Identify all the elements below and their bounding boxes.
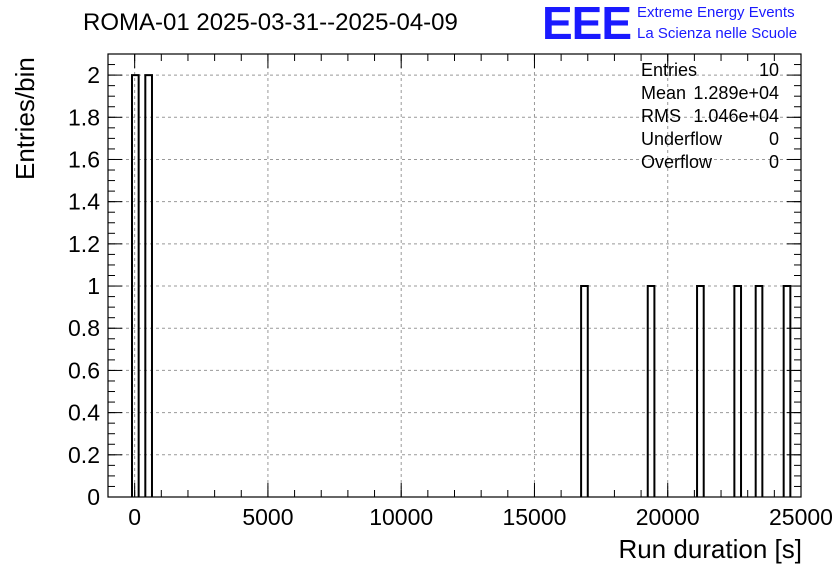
y-tick-label: 0.4 (68, 400, 100, 426)
y-axis-label: Entries/bin (10, 57, 41, 180)
y-tick-label: 1 (87, 273, 100, 299)
x-tick-label: 10000 (369, 504, 433, 530)
y-tick-label: 1.6 (68, 146, 100, 172)
stats-key: RMS (641, 105, 681, 128)
stats-key: Entries (641, 59, 697, 82)
stats-key: Mean (641, 82, 686, 105)
histogram-bin (734, 286, 741, 497)
x-tick-label: 25000 (769, 504, 833, 530)
logo-line-2: La Scienza nelle Scuole (637, 25, 797, 42)
stats-box: Entries 10 Mean 1.289e+04 RMS 1.046e+04 … (641, 59, 779, 174)
y-tick-label: 2 (87, 62, 100, 88)
stats-row-rms: RMS 1.046e+04 (641, 105, 779, 128)
histogram-bin (784, 286, 791, 497)
stats-row-overflow: Overflow 0 (641, 151, 779, 174)
histogram-bin (756, 286, 763, 497)
stats-value: 0 (769, 128, 779, 151)
histogram-bin (132, 75, 139, 497)
eee-logo-mark: EEE (542, 0, 631, 46)
logo-line-1: Extreme Energy Events (637, 4, 795, 21)
stats-key: Underflow (641, 128, 722, 151)
histogram-bin (648, 286, 655, 497)
y-tick-label: 0.6 (68, 357, 100, 383)
y-tick-label: 0.8 (68, 315, 100, 341)
x-tick-label: 0 (128, 504, 141, 530)
stats-row-mean: Mean 1.289e+04 (641, 82, 779, 105)
chart-title: ROMA-01 2025-03-31--2025-04-09 (83, 9, 458, 37)
stats-value: 1.289e+04 (693, 82, 779, 105)
histogram-bin (145, 75, 152, 497)
x-tick-label: 15000 (502, 504, 566, 530)
y-tick-label: 0.2 (68, 442, 100, 468)
histogram-bin (697, 286, 704, 497)
stats-value: 0 (769, 151, 779, 174)
x-axis-label: Run duration [s] (618, 534, 802, 565)
y-tick-label: 1.4 (68, 189, 100, 215)
stats-row-entries: Entries 10 (641, 59, 779, 82)
stats-key: Overflow (641, 151, 712, 174)
x-tick-label: 20000 (636, 504, 700, 530)
y-tick-label: 0 (87, 484, 100, 510)
y-tick-label: 1.2 (68, 231, 100, 257)
stats-value: 10 (759, 59, 779, 82)
histogram-bin (581, 286, 588, 497)
stats-row-underflow: Underflow 0 (641, 128, 779, 151)
stats-value: 1.046e+04 (693, 105, 779, 128)
x-tick-label: 5000 (242, 504, 293, 530)
y-tick-label: 1.8 (68, 104, 100, 130)
